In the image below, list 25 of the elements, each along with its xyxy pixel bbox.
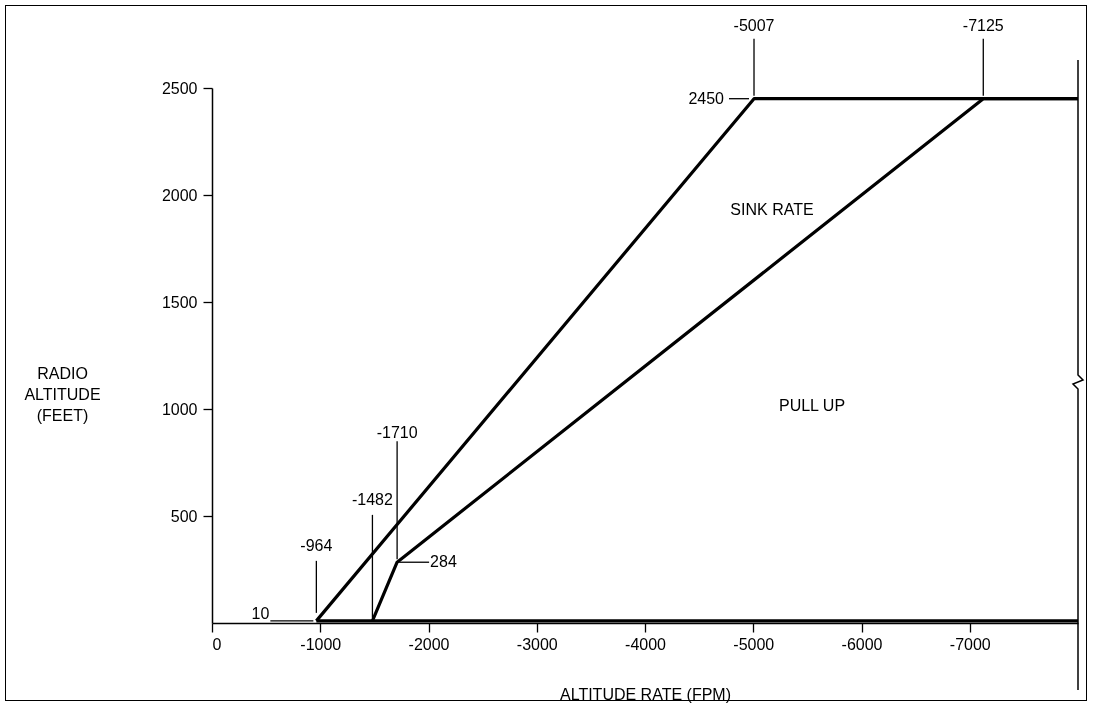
annotation: 10 [251,604,270,622]
y-axis-title: RADIO ALTITUDE (FEET) [24,364,101,424]
x-tick-label: -7000 [949,635,991,653]
x-tick-label: -3000 [516,635,558,653]
x-tick-label: -1000 [300,635,342,653]
y-tick-label: 2000 [161,186,198,204]
annotation: SINK RATE [730,201,814,218]
x-tick-label: 0 [212,635,222,653]
y-tick-label: 500 [170,507,198,525]
x-tick-label: -5000 [733,635,775,653]
annotation: PULL UP [778,397,846,414]
annotation: -5007 [733,16,775,34]
annotation: -1482 [351,490,393,508]
x-tick-label: -4000 [625,635,667,653]
x-axis-title: ALTITUDE RATE (FPM) [560,685,731,703]
annotation: -7125 [962,16,1004,34]
x-tick-label: -6000 [841,635,883,653]
y-tick-label: 1000 [161,400,198,418]
x-tick-label: -2000 [408,635,450,653]
annotation: 2450 [688,89,725,107]
y-tick-label: 1500 [161,293,198,311]
annotation: -964 [300,536,333,554]
annotation: -1710 [376,424,418,442]
annotation: 284 [430,553,457,571]
y-tick-label: 2500 [161,79,198,97]
